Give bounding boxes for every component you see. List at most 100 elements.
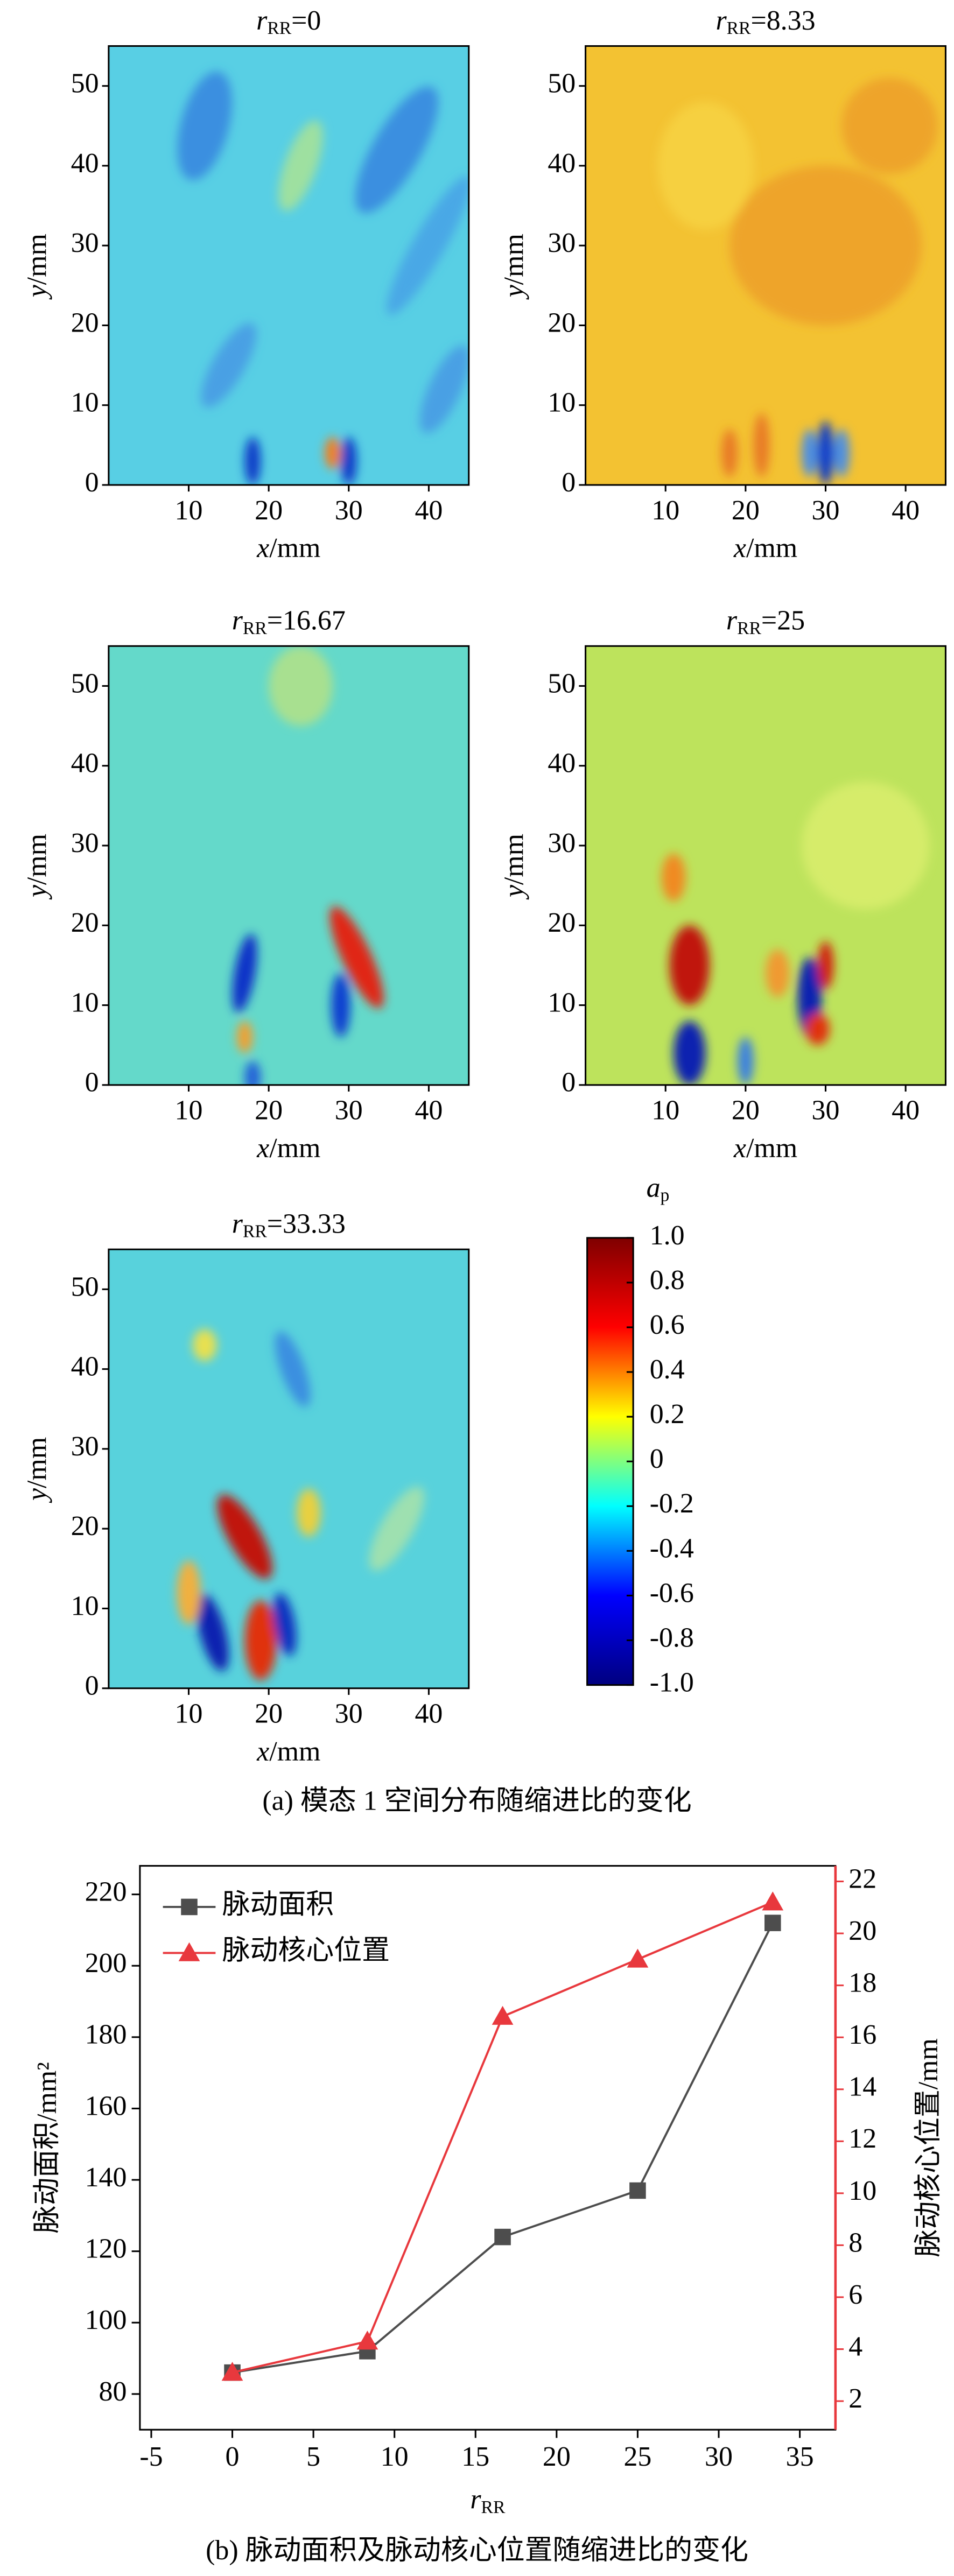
colorbar-fill xyxy=(586,1237,634,1686)
y-axis-label-part: y xyxy=(22,884,52,900)
panel-title-part: =16.67 xyxy=(267,605,346,636)
colorbar-label: ap xyxy=(647,1172,670,1205)
y-axis-label-part: y xyxy=(22,284,52,300)
y-axis-label: y/mm xyxy=(22,834,52,900)
x-axis-label-part: x xyxy=(256,533,269,564)
field-blob xyxy=(244,1061,261,1085)
field-blob xyxy=(331,973,350,1037)
marker xyxy=(356,2331,378,2350)
y2-tick-label: 14 xyxy=(848,2072,876,2102)
legend-label: 脉动面积 xyxy=(222,1889,334,1920)
field-blob xyxy=(244,1600,277,1680)
x-tick-label: 10 xyxy=(651,495,679,526)
y-tick-label: 40 xyxy=(71,748,99,779)
y-axis-label-part: y xyxy=(22,1488,52,1503)
series-line xyxy=(232,1901,774,2374)
panel-title: rRR=25 xyxy=(726,605,805,638)
field-blob xyxy=(177,1560,201,1625)
x-tick-label: 40 xyxy=(415,1095,443,1126)
field-blobs xyxy=(232,646,384,1085)
field-blob xyxy=(657,102,754,230)
x-tick-label: 35 xyxy=(786,2441,814,2472)
y-tick-label: 10 xyxy=(71,1590,99,1621)
x-tick-label: 20 xyxy=(255,1095,283,1126)
y2-tick-label: 18 xyxy=(848,1968,876,1998)
y-tick-label: 30 xyxy=(71,1431,99,1462)
y-tick-label: 200 xyxy=(85,1948,127,1979)
field xyxy=(108,646,469,1085)
x-tick-label: 10 xyxy=(381,2441,409,2472)
field-blob xyxy=(192,1329,217,1361)
y2-tick-label: 4 xyxy=(848,2331,862,2362)
legend-symbol xyxy=(178,1942,200,1961)
field-blob xyxy=(232,934,257,1013)
y-tick-label: 40 xyxy=(71,148,99,179)
panel-title-part: r xyxy=(716,5,727,36)
field-blob xyxy=(217,1494,272,1579)
y-axis-label: y/mm xyxy=(22,1437,52,1503)
field-blob xyxy=(297,1489,321,1537)
y-tick-label: 180 xyxy=(85,2019,127,2050)
y-tick-label: 10 xyxy=(548,987,576,1018)
panel-title: rRR=8.33 xyxy=(716,5,815,38)
field-blob xyxy=(753,413,770,477)
field-blob xyxy=(278,120,323,212)
field-blob xyxy=(801,429,818,477)
x-tick-label: 30 xyxy=(335,495,363,526)
y-tick-label: 40 xyxy=(548,148,576,179)
y-axis-label-part: /mm xyxy=(22,1437,52,1488)
y-axis-label-part: /mm xyxy=(499,234,529,285)
marker xyxy=(221,2362,243,2381)
panel-title-part: =33.33 xyxy=(267,1208,346,1239)
marker xyxy=(494,2228,511,2246)
x-tick-label: 20 xyxy=(732,495,760,526)
x-tick-label: 30 xyxy=(812,1095,840,1126)
panel-title-part: r xyxy=(256,5,268,36)
plot-frame xyxy=(585,45,946,486)
plot-frame xyxy=(108,645,470,1086)
x-axis-label-part: RR xyxy=(481,2497,506,2517)
colorbar-tick-label: 0.4 xyxy=(650,1354,685,1385)
colorbar-tick-label: 0.2 xyxy=(650,1399,685,1430)
y-tick-label: 50 xyxy=(71,668,99,699)
y-tick-label: 0 xyxy=(85,1067,99,1098)
y-tick-label: 100 xyxy=(85,2305,127,2335)
colorbar-tick-label: 0 xyxy=(650,1444,664,1474)
y-axis-label-part: /mm xyxy=(499,834,529,885)
x-tick-label: 40 xyxy=(892,1095,920,1126)
field xyxy=(585,46,946,485)
panel-title-part: RR xyxy=(727,18,751,38)
y2-tick-label: 16 xyxy=(848,2019,876,2050)
field-blob xyxy=(325,437,341,469)
field-blobs xyxy=(661,782,930,1085)
y-axis-label-part: /mm xyxy=(22,234,52,285)
y-tick-label: 20 xyxy=(71,907,99,938)
colorbar-tick-label: -0.8 xyxy=(650,1622,694,1653)
panel-title: rRR=0 xyxy=(256,5,321,38)
legend-marker xyxy=(178,1942,200,1961)
marker xyxy=(627,1948,649,1968)
y-tick-label: 20 xyxy=(548,907,576,938)
y-tick-label: 10 xyxy=(71,388,99,418)
colorbar-tick-label: 1.0 xyxy=(650,1220,685,1251)
x-axis-label-part: /mm xyxy=(746,1133,797,1164)
plot-frame xyxy=(585,645,946,1086)
field-blob xyxy=(386,175,469,315)
x-tick-label: 20 xyxy=(732,1095,760,1126)
y2-tick-label: 8 xyxy=(848,2227,862,2258)
y-tick-label: 10 xyxy=(548,388,576,418)
y-tick-label: 0 xyxy=(85,467,99,498)
x-tick-label: 40 xyxy=(892,495,920,526)
panel-title-part: =0 xyxy=(291,5,321,36)
colorbar-label-part: p xyxy=(661,1185,670,1205)
field-blob xyxy=(419,345,469,433)
x-axis-label-part: /mm xyxy=(269,533,320,564)
marker xyxy=(629,2182,646,2199)
x-tick-label: 20 xyxy=(543,2441,571,2472)
field-blob xyxy=(275,1331,311,1407)
x-tick-label: 30 xyxy=(335,1095,363,1126)
